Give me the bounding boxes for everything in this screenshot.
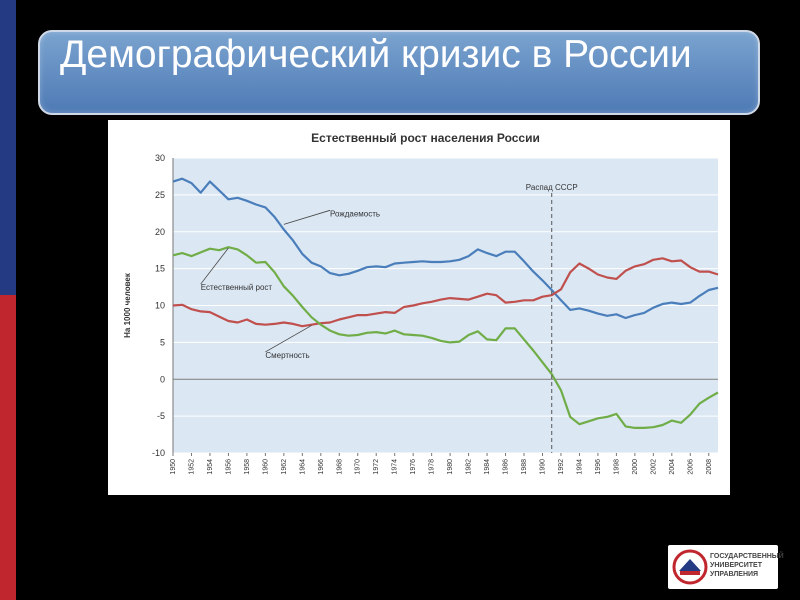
chart-container: Естественный рост населения России 30 25 20… (108, 120, 730, 495)
x-tick-label: 1950 (170, 459, 177, 475)
y-tick-label: -5 (157, 411, 165, 421)
y-axis-label: На 1000 человек (123, 272, 132, 338)
y-tick-label: 10 (155, 301, 165, 311)
x-tick-label: 1984 (484, 459, 491, 475)
x-tick-label: 2006 (687, 459, 694, 475)
x-tick-label: 2008 (706, 459, 713, 475)
university-emblem-icon (672, 549, 708, 585)
x-tick-label: 1992 (558, 459, 565, 475)
series-line-births (172, 177, 719, 320)
university-name: ГОСУДАРСТВЕННЫЙ УНИВЕРСИТЕТ УПРАВЛЕНИЯ (710, 552, 784, 579)
left-red-stripe (0, 295, 16, 600)
series-line-natural (172, 246, 719, 429)
logo-line-1: ГОСУДАРСТВЕННЫЙ (710, 553, 784, 560)
x-tick-label: 1956 (225, 459, 232, 475)
x-tick-label: 1982 (466, 459, 473, 475)
y-tick-label: -10 (152, 448, 165, 458)
x-tick-label: 1964 (299, 459, 306, 475)
series-line-deaths (172, 257, 719, 328)
x-tick-label: 2004 (669, 459, 676, 475)
y-tick-label: 15 (155, 264, 165, 274)
x-tick-label: 1960 (262, 459, 269, 475)
slide-title: Демографический кризис в России (60, 33, 692, 76)
x-tick-label: 1980 (447, 459, 454, 475)
x-tick-label: 1974 (392, 459, 399, 475)
x-tick-label: 2002 (650, 459, 657, 475)
x-tick-label: 1998 (613, 459, 620, 475)
y-tick-label: 5 (160, 337, 165, 347)
annotation-label-natural: Естественный рост (201, 283, 273, 292)
x-tick-label: 1976 (410, 459, 417, 475)
x-tick-label: 1952 (188, 459, 195, 475)
y-tick-label: 0 (160, 374, 165, 384)
annotation-label-births: Рождаемость (330, 209, 380, 218)
x-tick-label: 1970 (355, 459, 362, 475)
y-tick-label: 20 (155, 227, 165, 237)
left-blue-stripe (0, 0, 16, 295)
annotation-leader-natural (200, 247, 229, 285)
x-tick-label: 1994 (576, 459, 583, 475)
university-logo: ГОСУДАРСТВЕННЫЙ УНИВЕРСИТЕТ УПРАВЛЕНИЯ (668, 545, 784, 589)
x-tick-label: 1962 (281, 459, 288, 475)
x-tick-label: 1968 (336, 459, 343, 475)
line-chart: Естественный рост населения России 30 25 20… (123, 131, 719, 475)
y-tick-label: 25 (155, 190, 165, 200)
annotation-leader-births (283, 209, 331, 225)
annotation-leader-deaths (265, 325, 312, 353)
x-tick-label: 1954 (207, 459, 214, 475)
x-tick-label: 2000 (632, 459, 639, 475)
x-tick-label: 1978 (429, 459, 436, 475)
x-tick-label: 1988 (521, 459, 528, 475)
annotation-label-deaths: Смертность (265, 351, 309, 360)
chart-title: Естественный рост населения России (311, 131, 540, 145)
logo-line-2: УНИВЕРСИТЕТ (710, 562, 762, 569)
y-tick-label: 30 (155, 153, 165, 163)
x-tick-label: 1986 (503, 459, 510, 475)
title-banner: Демографический кризис в России (38, 30, 760, 115)
x-tick-label: 1996 (595, 459, 602, 475)
ussr-collapse-label: Распад СССР (526, 183, 578, 192)
x-tick-label: 1990 (539, 459, 546, 475)
x-tick-label: 1972 (373, 459, 380, 475)
logo-line-3: УПРАВЛЕНИЯ (710, 571, 759, 578)
x-tick-label: 1966 (318, 459, 325, 475)
x-tick-label: 1958 (244, 459, 251, 475)
